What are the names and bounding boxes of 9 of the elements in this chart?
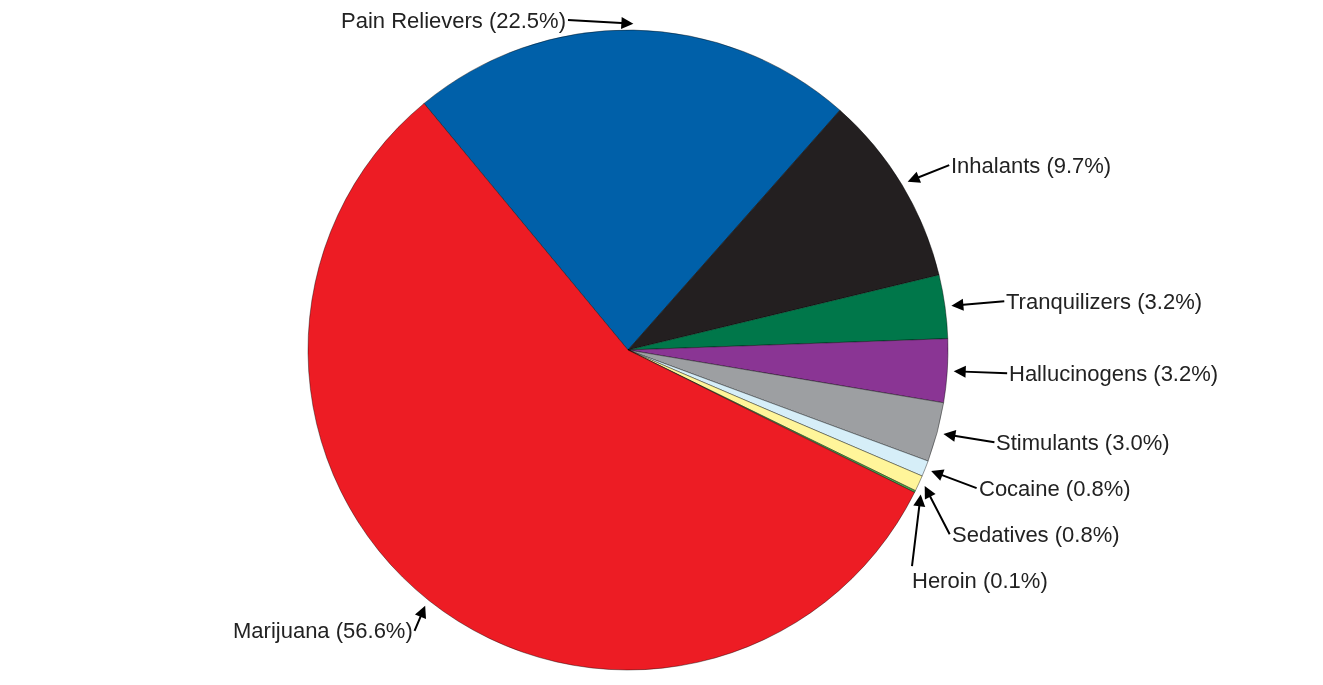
- slice-label: Marijuana (56.6%): [233, 618, 413, 643]
- slice-label: Stimulants (3.0%): [996, 430, 1170, 455]
- slice-label: Hallucinogens (3.2%): [1009, 361, 1219, 386]
- slice-label: Cocaine (0.8%): [979, 476, 1131, 501]
- slice-label: Tranquilizers (3.2%): [1006, 289, 1203, 314]
- slice-label: Heroin (0.1%): [912, 568, 1048, 593]
- slice-label: Inhalants (9.7%): [951, 153, 1112, 178]
- slice-label: Pain Relievers (22.5%): [341, 8, 566, 33]
- slice-label: Sedatives (0.8%): [952, 522, 1120, 547]
